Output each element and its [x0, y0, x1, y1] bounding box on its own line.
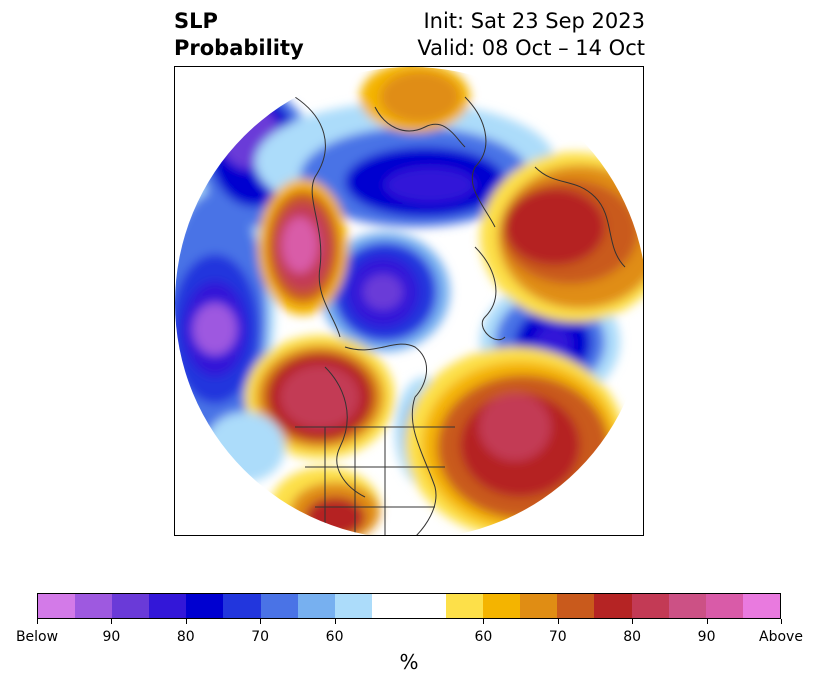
colorbar-segment	[75, 594, 113, 618]
title-variable: SLP	[174, 9, 218, 33]
colorbar-tick-label: 90	[697, 629, 716, 645]
colorbar-segment	[149, 594, 187, 618]
polar-map	[174, 66, 644, 536]
above-north-atlantic	[405, 347, 625, 535]
colorbar-tick	[483, 619, 485, 624]
below-arctic-central	[255, 102, 555, 227]
colorbar-tick-label: 60	[474, 629, 493, 645]
colorbar-tick	[260, 619, 262, 624]
colorbar-tick-label: 90	[102, 629, 121, 645]
title-field: Probability	[174, 36, 304, 60]
colorbar-tick-label: 70	[251, 629, 270, 645]
colorbar-segment	[631, 594, 669, 618]
below-east-pacific	[205, 412, 285, 482]
above-east-siberia	[258, 179, 348, 315]
colorbar-tick	[37, 619, 38, 624]
chart-title: SLP Probability	[174, 8, 304, 62]
colorbar-unit: %	[399, 650, 419, 674]
colorbar-segment	[705, 594, 743, 618]
colorbar	[37, 593, 781, 619]
colorbar-tick-label: Below	[15, 629, 59, 645]
above-gulf-of-alaska	[245, 335, 395, 459]
colorbar-tick-label: 60	[325, 629, 344, 645]
colorbar-segment	[334, 594, 372, 618]
colorbar-tick-label: 80	[176, 629, 195, 645]
above-russia	[480, 152, 643, 322]
colorbar-segment	[260, 594, 298, 618]
colorbar-tick-label: Above	[759, 629, 803, 645]
colorbar-tick	[185, 619, 187, 624]
colorbar-segment	[371, 594, 409, 618]
colorbar-tick	[781, 619, 782, 624]
colorbar-segment	[446, 594, 484, 618]
colorbar-segment	[557, 594, 595, 618]
colorbar-tick	[706, 619, 708, 624]
map-svg	[175, 67, 643, 535]
colorbar-segment	[112, 594, 150, 618]
init-date: Init: Sat 23 Sep 2023	[423, 9, 645, 33]
coastlines	[294, 96, 626, 535]
colorbar-segment	[483, 594, 521, 618]
below-north-pacific-central	[320, 232, 450, 352]
colorbar-tick	[557, 619, 559, 624]
colorbar-tick	[334, 619, 336, 624]
colorbar-tick-label: 70	[548, 629, 567, 645]
colorbar-segment	[408, 594, 447, 618]
colorbar-segment	[38, 594, 76, 618]
colorbar-tick	[632, 619, 634, 624]
colorbar-segment	[742, 594, 780, 618]
colorbar-segment	[594, 594, 632, 618]
colorbar-segment	[186, 594, 224, 618]
colorbar-segment	[668, 594, 706, 618]
above-scandinavia	[360, 67, 470, 132]
valid-range: Valid: 08 Oct – 14 Oct	[417, 36, 645, 60]
colorbar-tick-label: 80	[623, 629, 642, 645]
colorbar-tick	[111, 619, 113, 624]
date-info: Init: Sat 23 Sep 2023 Valid: 08 Oct – 14…	[417, 8, 645, 62]
colorbar-segment	[520, 594, 558, 618]
colorbar-segment	[223, 594, 261, 618]
colorbar-segment	[297, 594, 335, 618]
